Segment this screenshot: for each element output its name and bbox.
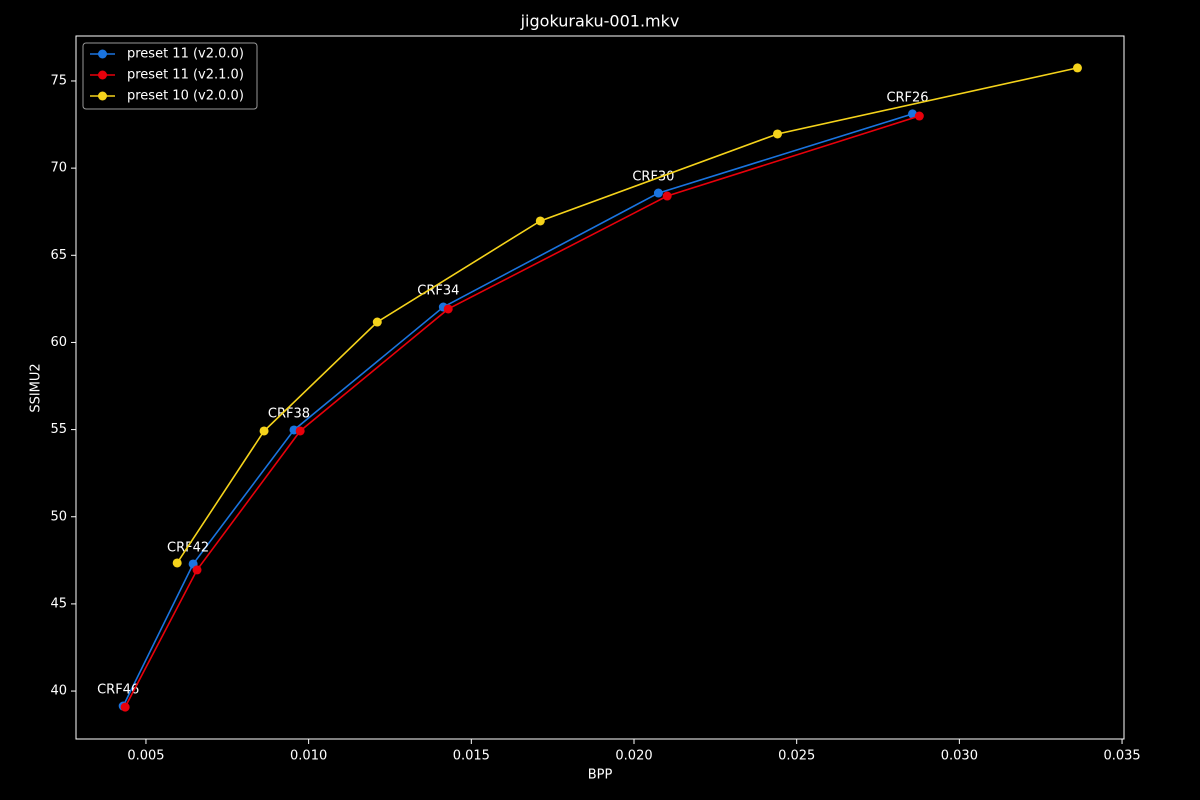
point-label: CRF46 <box>97 683 139 698</box>
point-label: CRF26 <box>886 90 928 105</box>
y-tick-label: 45 <box>50 596 67 611</box>
y-tick-label: 40 <box>50 684 67 699</box>
data-point <box>653 188 663 198</box>
x-tick-label: 0.035 <box>1103 749 1140 764</box>
y-tick-label: 75 <box>50 73 67 88</box>
data-point <box>772 129 782 139</box>
legend-marker <box>98 70 107 80</box>
data-point <box>535 216 545 226</box>
x-tick-label: 0.020 <box>615 749 652 764</box>
x-tick-label: 0.015 <box>453 749 490 764</box>
point-label: CRF38 <box>268 406 310 421</box>
series-line <box>122 113 913 707</box>
data-point <box>259 426 269 436</box>
series-line <box>176 67 1078 564</box>
legend-label: preset 11 (v2.1.0) <box>127 68 244 83</box>
chart-title: jigokuraku-001.mkv <box>520 12 680 31</box>
data-point <box>192 565 202 575</box>
y-tick-label: 70 <box>50 161 67 176</box>
data-point <box>914 111 924 121</box>
legend-marker <box>98 49 107 59</box>
y-tick-label: 65 <box>50 248 67 263</box>
x-tick-label: 0.005 <box>127 749 164 764</box>
legend-label: preset 10 (v2.0.0) <box>127 89 244 104</box>
legend-box <box>82 42 258 110</box>
point-label: CRF30 <box>632 170 674 185</box>
point-label: CRF34 <box>417 284 459 299</box>
y-tick-label: 50 <box>50 509 67 524</box>
x-tick-label: 0.030 <box>941 749 978 764</box>
legend-marker <box>98 91 107 101</box>
y-tick-label: 55 <box>50 422 67 437</box>
x-tick-label: 0.010 <box>290 749 327 764</box>
data-point <box>1072 63 1082 73</box>
data-point <box>120 702 130 712</box>
data-point <box>443 304 453 314</box>
series-line <box>124 115 920 708</box>
data-point <box>908 109 918 119</box>
point-label: CRF42 <box>167 540 209 555</box>
data-point <box>662 191 672 201</box>
y-tick-label: 60 <box>50 335 67 350</box>
plot-frame <box>75 35 1125 740</box>
data-point <box>372 317 382 327</box>
data-point <box>295 426 305 436</box>
x-axis-label: BPP <box>588 768 613 783</box>
data-point <box>172 558 182 568</box>
legend-label: preset 11 (v2.0.0) <box>127 47 244 62</box>
y-axis-label: SSIMU2 <box>29 363 44 412</box>
x-tick-label: 0.025 <box>778 749 815 764</box>
